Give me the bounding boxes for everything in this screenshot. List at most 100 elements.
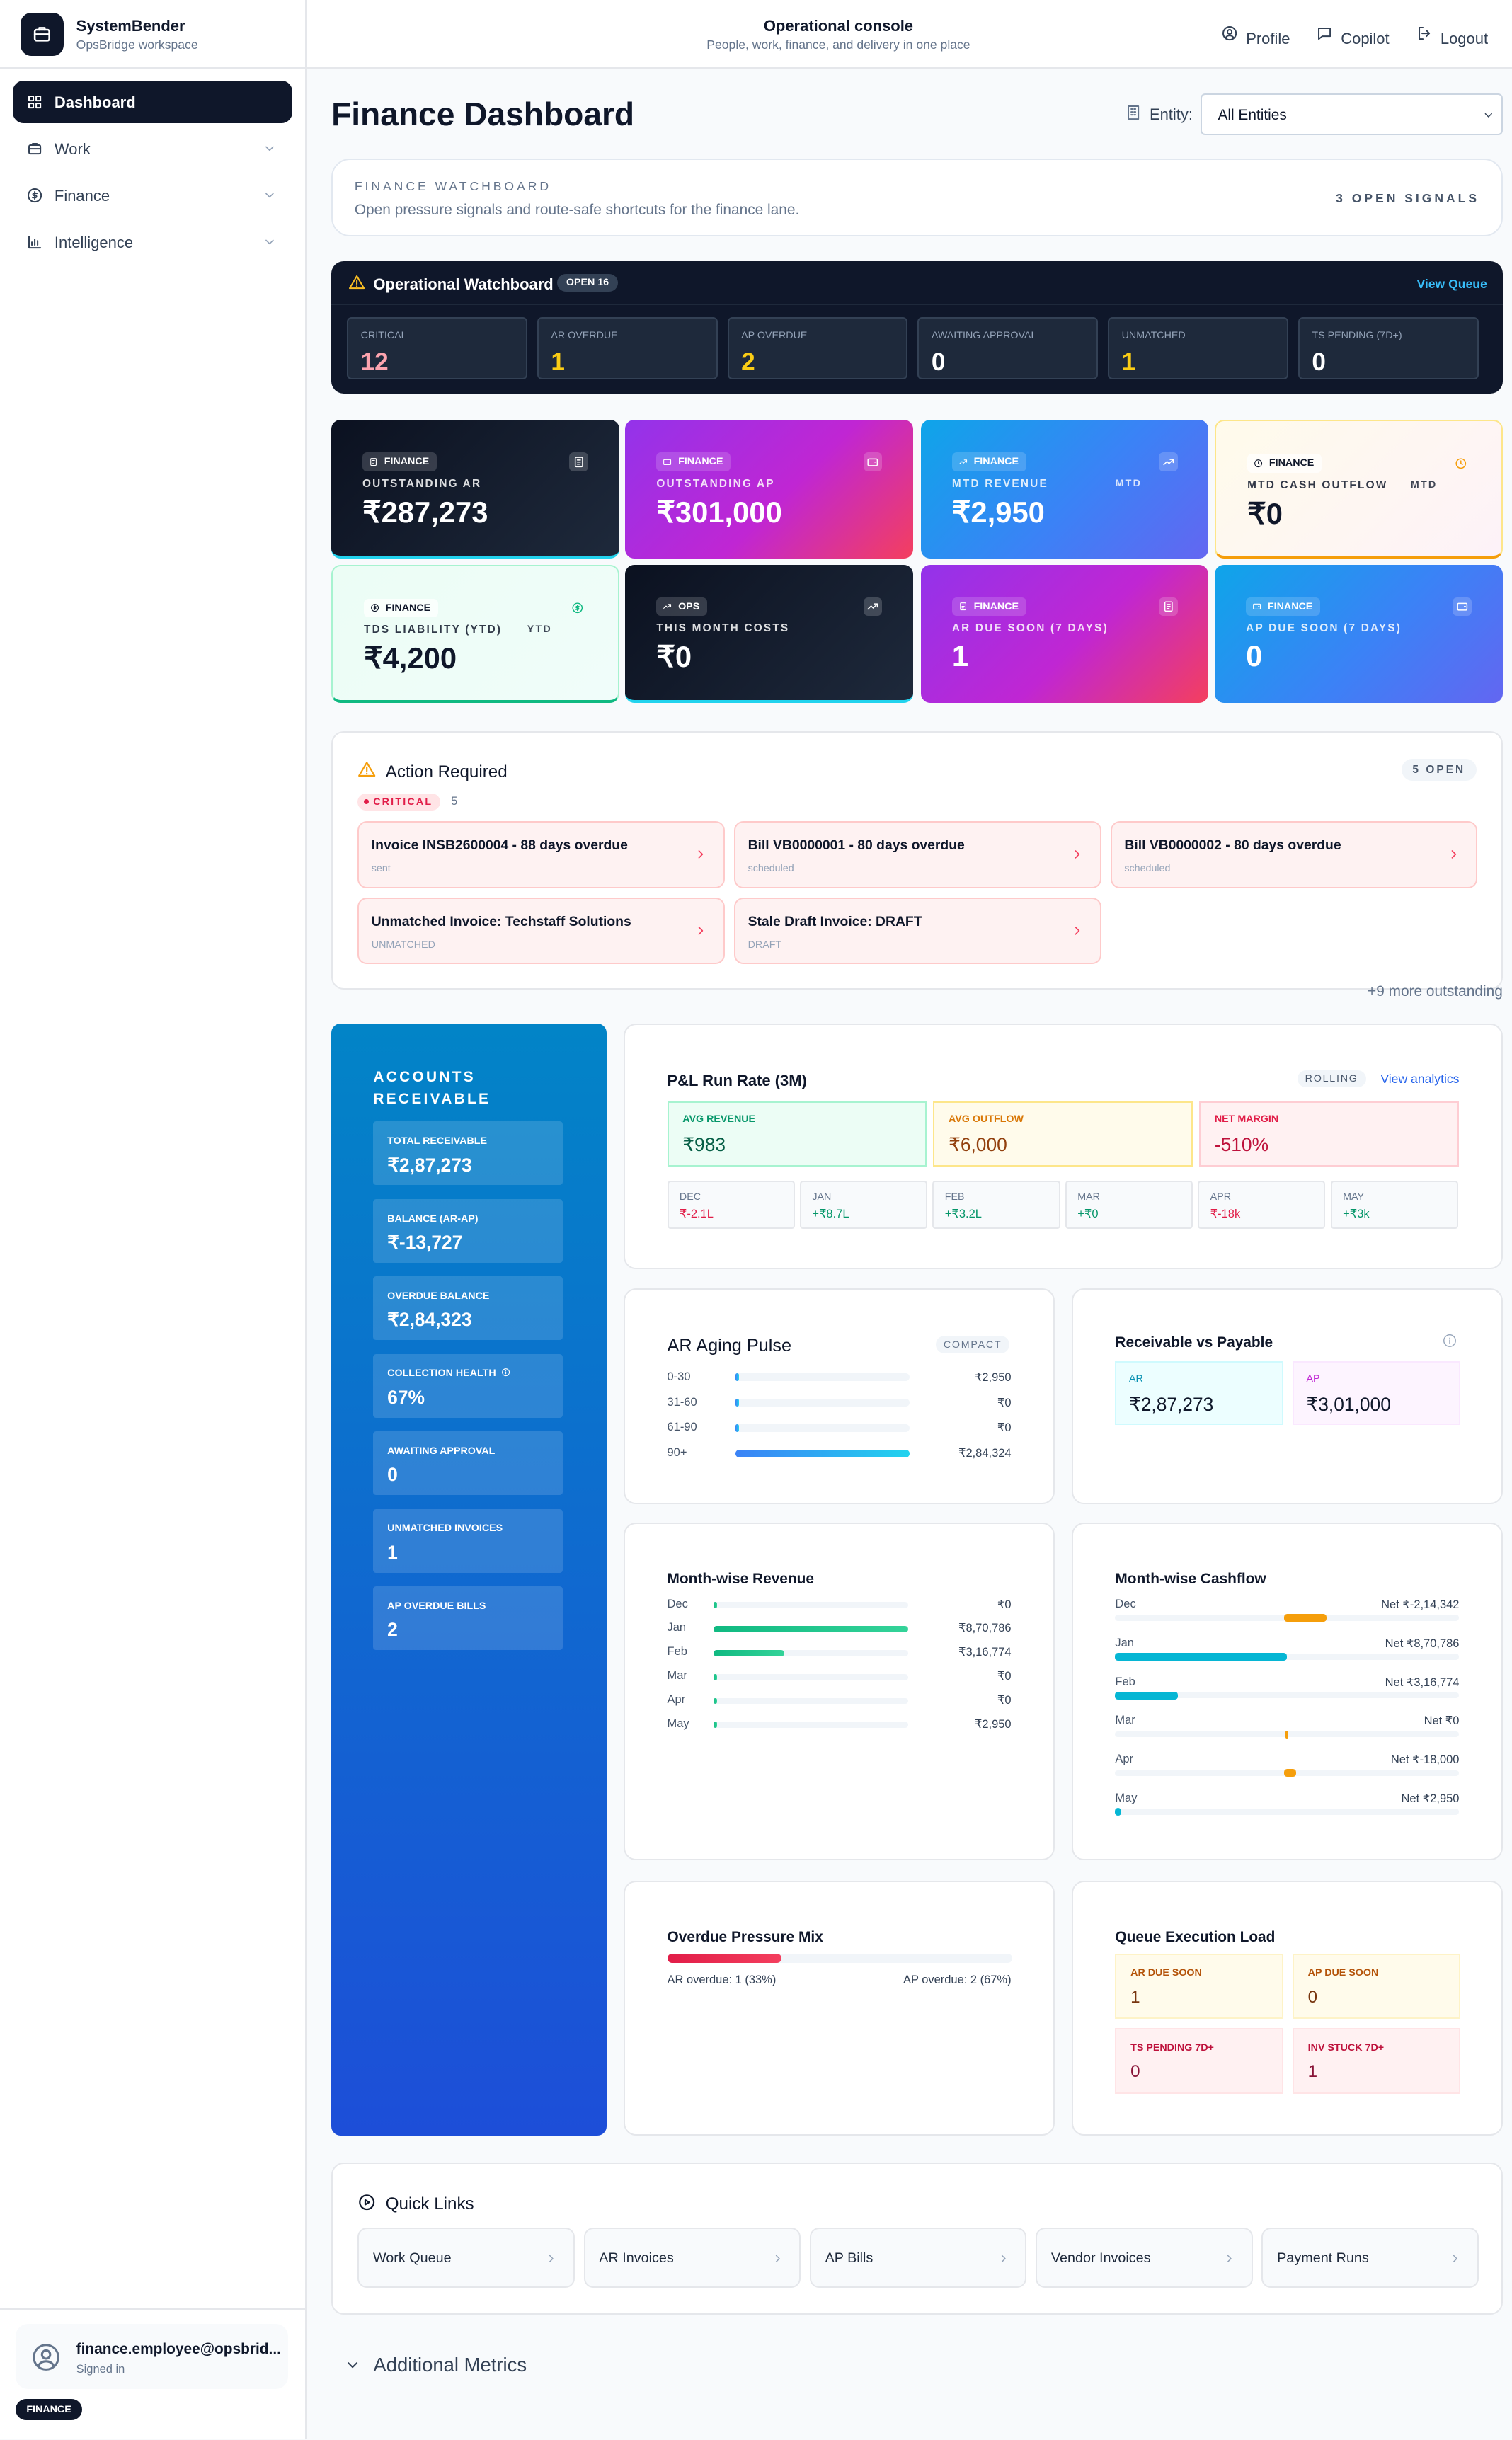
entity-select[interactable]: All Entities [1201,93,1503,136]
more-outstanding[interactable]: +9 more outstanding [1368,983,1503,1000]
icon-shape [1162,459,1174,466]
console-subtitle: People, work, finance, and delivery in o… [706,37,970,52]
month-label: MAR [1077,1191,1100,1203]
icon [1453,2255,1458,2262]
quick-link[interactable]: AR Invoices [583,2227,801,2289]
nav-label: Work [54,139,91,158]
quick-link[interactable]: AP Bills [809,2227,1027,2289]
cashflow-net: Net ₹8,70,786 [1385,1637,1460,1650]
icon [28,142,42,154]
ar-tile: BALANCE (AR-AP) ₹-13,727 [373,1198,563,1263]
role-badge: FINANCE [15,2398,83,2421]
kpi-icon [1453,597,1472,617]
tile-value: 12 [360,348,389,377]
kpi-tag: OPS [656,597,708,617]
action-item[interactable]: Unmatched Invoice: Techstaff Solutions UN… [357,897,725,965]
icon [958,459,967,464]
cashflow-month: Dec [1115,1597,1136,1610]
quick-link[interactable]: Payment Runs [1261,2227,1479,2289]
cashflow-bar [1115,1808,1122,1816]
nav-item[interactable]: Intelligence [13,221,293,263]
action-item[interactable]: Bill VB0000002 - 80 days overdue schedule… [1110,821,1478,888]
bucket-label: 31-60 [667,1395,697,1409]
action-item[interactable]: Invoice INSB2600004 - 88 days overdue sen… [357,821,725,888]
kpi-value: ₹0 [1247,496,1283,530]
action-label: Copilot [1341,29,1390,47]
kpi-value: ₹301,000 [656,495,782,529]
revenue-amount: ₹0 [997,1598,1012,1611]
user-status: Signed in [76,2363,125,2376]
month-value: +₹3k [1343,1207,1370,1220]
ar-tile-label: TOTAL RECEIVABLE [387,1135,487,1147]
user-card[interactable]: finance.employee@opsbrid... Signed in [15,2324,288,2390]
icon [28,188,42,202]
icon [1222,26,1237,41]
bucket-amount: ₹0 [997,1421,1012,1435]
action-title: Action Required [385,762,508,781]
revenue-track [714,1697,909,1705]
nav-item[interactable]: Finance [13,174,293,216]
queue-label: AP DUE SOON [1307,1967,1379,1979]
summary-value: -510% [1214,1133,1269,1155]
action-item[interactable]: Bill VB0000001 - 80 days overdue schedule… [734,821,1101,888]
aging-title: AR Aging Pulse [667,1336,792,1356]
topbar-action[interactable]: Profile [1221,22,1290,47]
console-title: Operational console [763,17,914,35]
kpi-period: MTD [1115,477,1142,489]
nav-label: Intelligence [54,233,134,251]
icon [33,27,50,42]
open-signals: 3 OPEN SIGNALS [1336,191,1480,206]
bucket-amount: ₹2,950 [974,1370,1012,1384]
queue-tile: INV STUCK 7D+ 1 [1292,2028,1461,2094]
topbar-action[interactable]: Copilot [1316,22,1390,47]
revenue-month: Jan [667,1621,687,1634]
icon [1001,2255,1006,2262]
cashflow-title: Month-wise Cashflow [1115,1571,1266,1588]
nav-item[interactable]: Dashboard [12,81,293,123]
ar-tile: TOTAL RECEIVABLE ₹2,87,273 [373,1121,563,1186]
tile-label: AP OVERDUE [741,329,808,341]
revenue-bar [714,1673,717,1680]
quick-link[interactable]: Vendor Invoices [1036,2227,1253,2289]
bucket-bar [735,1373,739,1382]
link-label: AR Invoices [599,2250,674,2267]
operational-watchboard: Operational Watchboard OPEN 16 View Queue C… [331,261,1503,394]
icon [359,2194,375,2211]
tag-label: FINANCE [1267,600,1313,612]
nav-item[interactable]: Work [13,127,293,169]
additional-metrics-toggle[interactable]: Additional Metrics [344,2349,655,2383]
nav-label: Dashboard [54,93,136,111]
rvp-value: ₹2,87,273 [1128,1393,1214,1415]
revenue-amount: ₹0 [997,1670,1012,1683]
item-status: sent [371,863,391,875]
ar-tile-value: 2 [387,1619,398,1641]
revenue-month: May [667,1717,689,1730]
icon [1253,604,1261,610]
icon [698,850,704,859]
icon [572,602,583,614]
watchboard-description: Open pressure signals and route-safe sho… [354,202,800,219]
ar-tile-value: ₹2,87,273 [387,1154,472,1176]
icon-shape [958,459,967,464]
view-analytics-link[interactable]: View analytics [1380,1071,1460,1086]
bucket-amount: ₹2,84,324 [958,1447,1012,1460]
kpi-icon [1159,597,1178,617]
logo [20,12,64,57]
icon-shape [549,2255,554,2262]
pnl-title: P&L Run Rate (3M) [667,1071,807,1089]
month-label: JAN [812,1191,832,1203]
tag-label: FINANCE [678,456,723,468]
bucket-bar [735,1424,739,1432]
topbar-action[interactable]: Logout [1416,22,1488,47]
revenue-amount: ₹0 [997,1693,1012,1707]
icon-shape [32,190,38,200]
action-item[interactable]: Stale Draft Invoice: DRAFT DRAFT [734,897,1101,965]
quick-link[interactable]: Work Queue [357,2227,575,2289]
view-queue-link[interactable]: View Queue [1416,277,1487,292]
icon [1451,850,1456,859]
queue-tile: AR DUE SOON 1 [1115,1953,1283,2020]
icon-shape [35,95,42,101]
queue-label: TS PENDING 7D+ [1130,2041,1214,2054]
open-badge: OPEN 16 [556,273,619,292]
